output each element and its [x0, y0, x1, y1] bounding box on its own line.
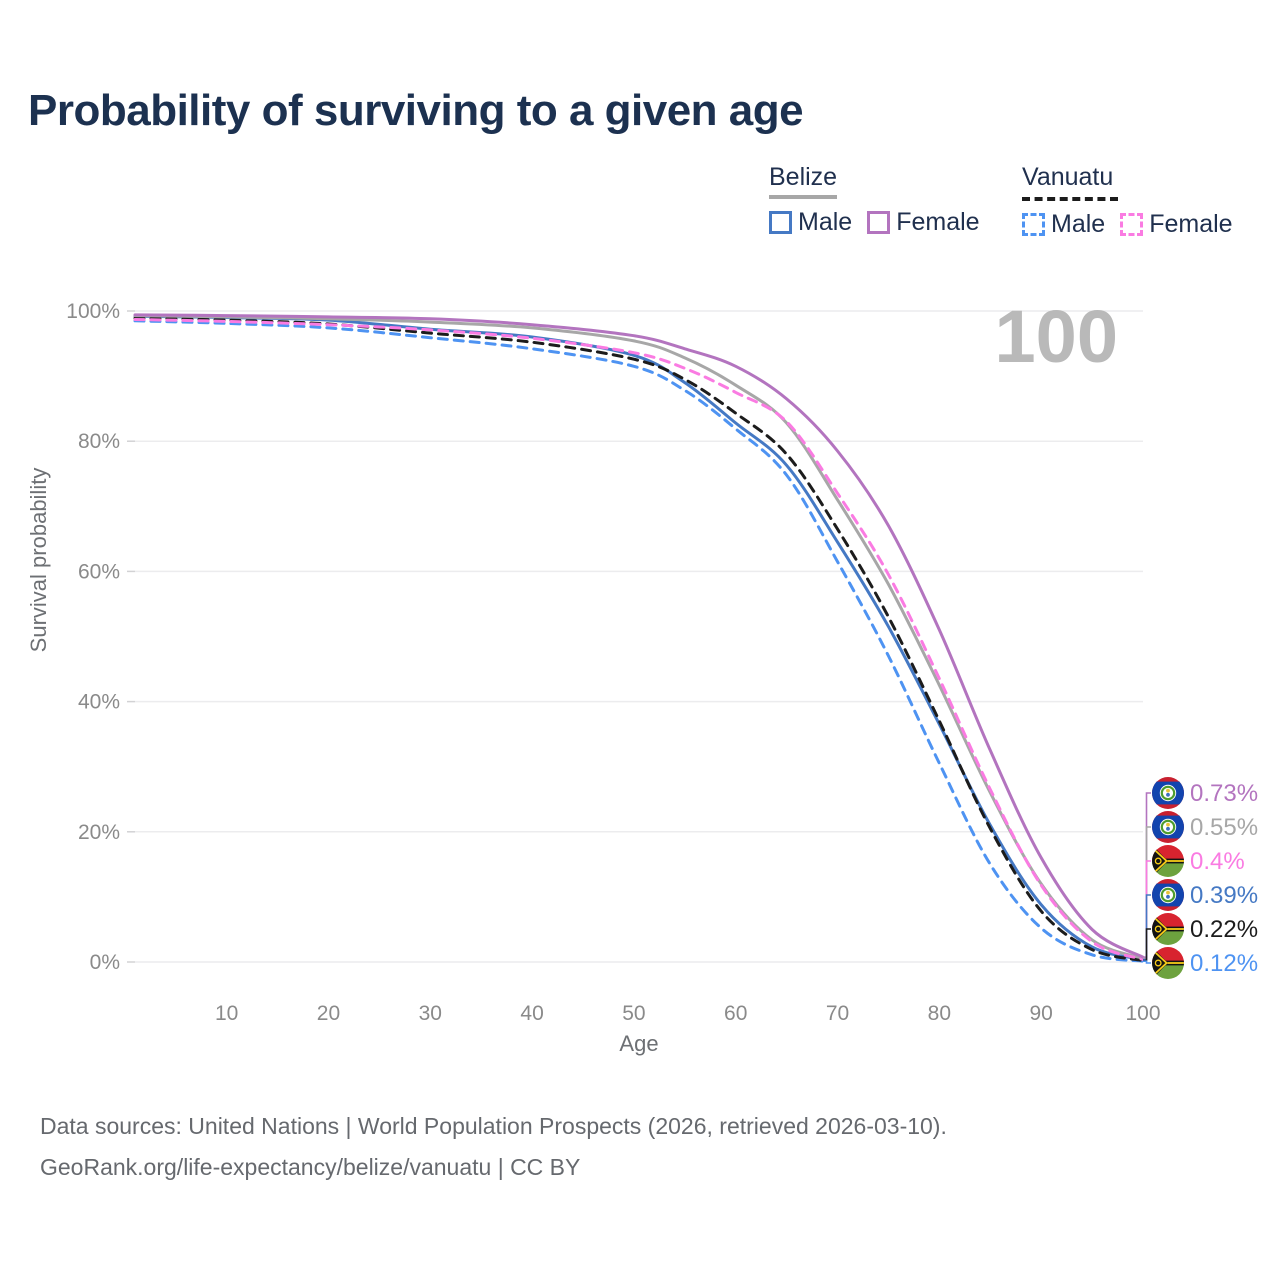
vanuatu-flag-icon: [1151, 947, 1184, 979]
series-line-belize-male[interactable]: [133, 314, 1145, 961]
legend-header-vanuatu[interactable]: Vanuatu: [1022, 163, 1114, 191]
legend-label: Female: [1149, 210, 1233, 238]
footer: Data sources: United Nations | World Pop…: [40, 1106, 947, 1188]
attribution-line: GeoRank.org/life-expectancy/belize/vanua…: [40, 1154, 581, 1180]
end-value-label-vanuatu-female: 0.4%: [1190, 848, 1245, 875]
legend-label: Female: [896, 208, 980, 236]
belize-male-swatch: [769, 211, 792, 234]
end-value-label-belize-male: 0.39%: [1190, 882, 1258, 909]
x-tick-label: 10: [215, 1002, 238, 1025]
age-counter-watermark: 100: [995, 295, 1118, 378]
x-tick-label: 70: [826, 1002, 849, 1025]
belize-flag-icon: [1152, 777, 1184, 809]
belize-female-swatch: [867, 211, 891, 234]
legend-group-vanuatu: Vanuatu Male Female: [1022, 163, 1233, 239]
x-tick-label: 20: [317, 1002, 340, 1025]
data-source-line: Data sources: United Nations | World Pop…: [40, 1113, 947, 1139]
series-line-vanuatu-male[interactable]: [133, 319, 1145, 963]
series-line-belize-female[interactable]: [133, 313, 1145, 959]
legend-item-vanuatu-male[interactable]: Male: [1022, 210, 1105, 239]
legend-item-belize-male[interactable]: Male: [769, 208, 852, 237]
y-axis-title: Survival probability: [26, 468, 51, 653]
vanuatu-flag-icon: [1151, 845, 1184, 877]
series-line-belize-total[interactable]: [133, 314, 1145, 960]
belize-series-line-swatch: [769, 195, 837, 199]
y-tick-label: 40%: [78, 691, 120, 714]
x-tick-label: 50: [622, 1002, 645, 1025]
legend-item-belize-female[interactable]: Female: [867, 208, 980, 237]
x-tick-label: 100: [1125, 1002, 1160, 1025]
belize-flag-icon: [1152, 879, 1184, 911]
y-tick-label: 100%: [66, 300, 120, 323]
belize-flag-icon: [1152, 811, 1184, 843]
vanuatu-flag-icon: [1151, 913, 1184, 945]
vanuatu-series-line-swatch: [1022, 197, 1118, 201]
x-tick-label: 80: [928, 1002, 951, 1025]
x-tick-label: 40: [520, 1002, 543, 1025]
x-axis-title: Age: [619, 1031, 658, 1056]
end-label-leader-vanuatu-total: [1143, 928, 1151, 962]
x-tick-label: 90: [1030, 1002, 1053, 1025]
y-tick-label: 60%: [78, 560, 120, 583]
x-tick-label: 60: [724, 1002, 747, 1025]
end-value-label-belize-total: 0.55%: [1190, 814, 1258, 841]
vanuatu-male-swatch: [1022, 213, 1045, 236]
y-tick-label: 0%: [90, 951, 120, 974]
end-label-leader-belize-male: [1143, 894, 1151, 961]
vanuatu-female-swatch: [1120, 213, 1144, 236]
y-tick-label: 20%: [78, 821, 120, 844]
end-label-leader-vanuatu-male: [1143, 960, 1151, 964]
y-tick-label: 80%: [78, 430, 120, 453]
series-line-vanuatu-female[interactable]: [133, 318, 1145, 961]
legend-label: Male: [798, 208, 853, 236]
legend-group-belize: Belize Male Female: [769, 163, 980, 237]
end-value-label-vanuatu-male: 0.12%: [1190, 950, 1258, 977]
end-value-label-vanuatu-total: 0.22%: [1190, 916, 1258, 943]
legend-item-vanuatu-female[interactable]: Female: [1120, 210, 1233, 239]
chart-title: Probability of surviving to a given age: [28, 86, 804, 135]
x-tick-label: 30: [419, 1002, 442, 1025]
legend-label: Male: [1051, 210, 1106, 238]
legend-header-belize[interactable]: Belize: [769, 163, 838, 191]
series-line-vanuatu-total[interactable]: [133, 316, 1145, 963]
end-value-label-belize-female: 0.73%: [1190, 780, 1258, 807]
